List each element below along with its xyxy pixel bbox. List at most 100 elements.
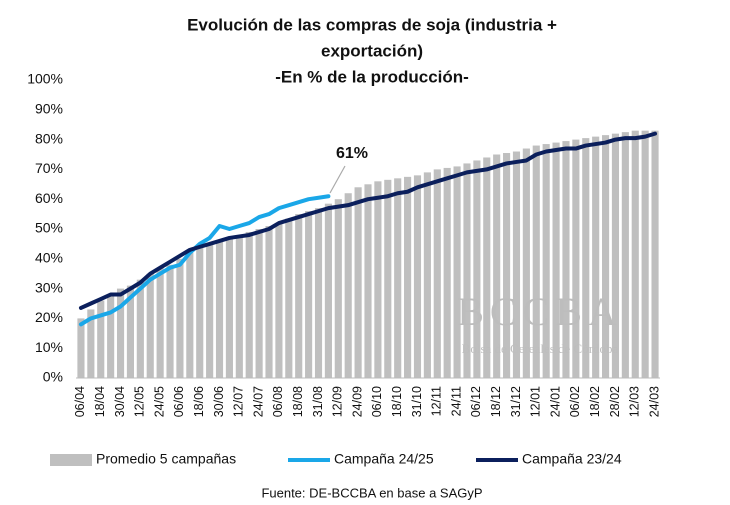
legend-label: Campaña 23/24 — [522, 451, 622, 467]
bar — [344, 193, 352, 378]
x-tick-label: 31/10 — [410, 386, 424, 417]
bar — [116, 288, 125, 378]
x-tick-label: 12/07 — [232, 386, 246, 417]
bar — [522, 148, 530, 378]
bar — [186, 252, 194, 378]
bar — [196, 246, 204, 378]
y-tick-label: 70% — [35, 160, 63, 176]
bar — [334, 199, 342, 378]
bar — [404, 176, 412, 378]
bar — [592, 136, 600, 378]
bar — [275, 223, 283, 378]
bar — [295, 214, 303, 378]
x-tick-label: 06/04 — [73, 386, 87, 417]
bar — [621, 132, 629, 378]
chart-title: exportación) — [321, 41, 423, 60]
bar — [136, 279, 144, 378]
x-tick-label: 06/02 — [568, 386, 582, 417]
bar — [423, 172, 431, 378]
bar — [166, 264, 174, 378]
x-tick-label: 12/11 — [430, 386, 444, 416]
bar — [582, 138, 590, 378]
x-tick-label: 18/06 — [192, 386, 206, 417]
bar — [354, 187, 362, 378]
y-tick-label: 100% — [27, 71, 63, 87]
x-tick-label: 06/06 — [172, 386, 186, 417]
bar — [245, 231, 253, 378]
bar — [562, 141, 570, 378]
x-tick-label: 24/11 — [449, 386, 463, 416]
x-tick-label: 12/09 — [331, 386, 345, 417]
bar — [503, 153, 511, 378]
y-tick-label: 50% — [35, 220, 63, 236]
x-tick-label: 30/06 — [212, 386, 226, 417]
x-tick-label: 06/10 — [370, 386, 384, 417]
bar — [374, 181, 382, 378]
line — [78, 194, 331, 327]
bar — [413, 175, 422, 378]
bar — [77, 318, 85, 378]
bar — [156, 267, 164, 378]
bar — [285, 218, 293, 378]
bar — [265, 226, 273, 378]
bar — [532, 145, 540, 378]
y-tick-label: 30% — [35, 279, 63, 295]
x-tick-label: 18/04 — [93, 386, 107, 417]
x-tick-label: 18/12 — [489, 386, 503, 417]
bar — [324, 203, 332, 378]
bar — [463, 163, 471, 378]
y-tick-label: 20% — [35, 309, 63, 325]
bar — [483, 157, 491, 378]
line — [78, 131, 658, 310]
x-tick-label: 28/02 — [608, 386, 622, 417]
watermark: BCCBA — [457, 289, 623, 334]
bar — [215, 240, 224, 378]
x-tick-label: 24/09 — [350, 386, 364, 417]
x-tick-label: 06/08 — [271, 386, 285, 417]
bar — [601, 135, 610, 378]
bar — [651, 130, 659, 378]
annotation-leader — [329, 165, 346, 194]
legend-swatch — [50, 454, 92, 466]
x-tick-label: 06/12 — [469, 386, 483, 417]
chart-subtitle: -En % de la producción- — [275, 67, 469, 86]
bar — [512, 151, 521, 378]
x-tick-label: 18/08 — [291, 386, 305, 417]
bar — [542, 144, 550, 378]
bar — [146, 273, 154, 378]
source-note: Fuente: DE-BCCBA en base a SAGyP — [261, 485, 482, 500]
bar — [225, 237, 233, 378]
bar — [314, 208, 323, 378]
bar — [453, 166, 461, 378]
x-tick-label: 12/03 — [628, 386, 642, 417]
x-tick-label: 18/02 — [588, 386, 602, 417]
y-tick-label: 0% — [43, 369, 63, 385]
x-tick-label: 24/07 — [251, 386, 265, 417]
y-tick-label: 60% — [35, 190, 63, 206]
bar — [443, 167, 451, 378]
bar — [107, 294, 115, 378]
watermark: Bolsa de Cereales de Córdoba — [462, 341, 619, 356]
bar — [641, 130, 649, 378]
chart-title: Evolución de las compras de soja (indust… — [187, 15, 557, 34]
x-tick-label: 24/03 — [647, 386, 661, 417]
bar — [384, 179, 392, 378]
y-tick-label: 40% — [35, 250, 63, 266]
bar — [493, 154, 501, 378]
bar — [394, 178, 402, 378]
bar — [206, 243, 214, 378]
y-tick-label: 80% — [35, 130, 63, 146]
bar — [255, 229, 263, 378]
x-tick-label: 24/01 — [548, 386, 562, 417]
bar — [552, 142, 560, 378]
bar — [305, 211, 313, 378]
bar — [97, 300, 105, 378]
bar — [176, 258, 184, 378]
bar — [126, 285, 135, 378]
annotation: 61% — [336, 145, 368, 162]
y-tick-label: 90% — [35, 101, 63, 117]
bar — [611, 133, 620, 378]
legend-label: Promedio 5 campañas — [96, 451, 236, 467]
bar — [473, 160, 481, 378]
